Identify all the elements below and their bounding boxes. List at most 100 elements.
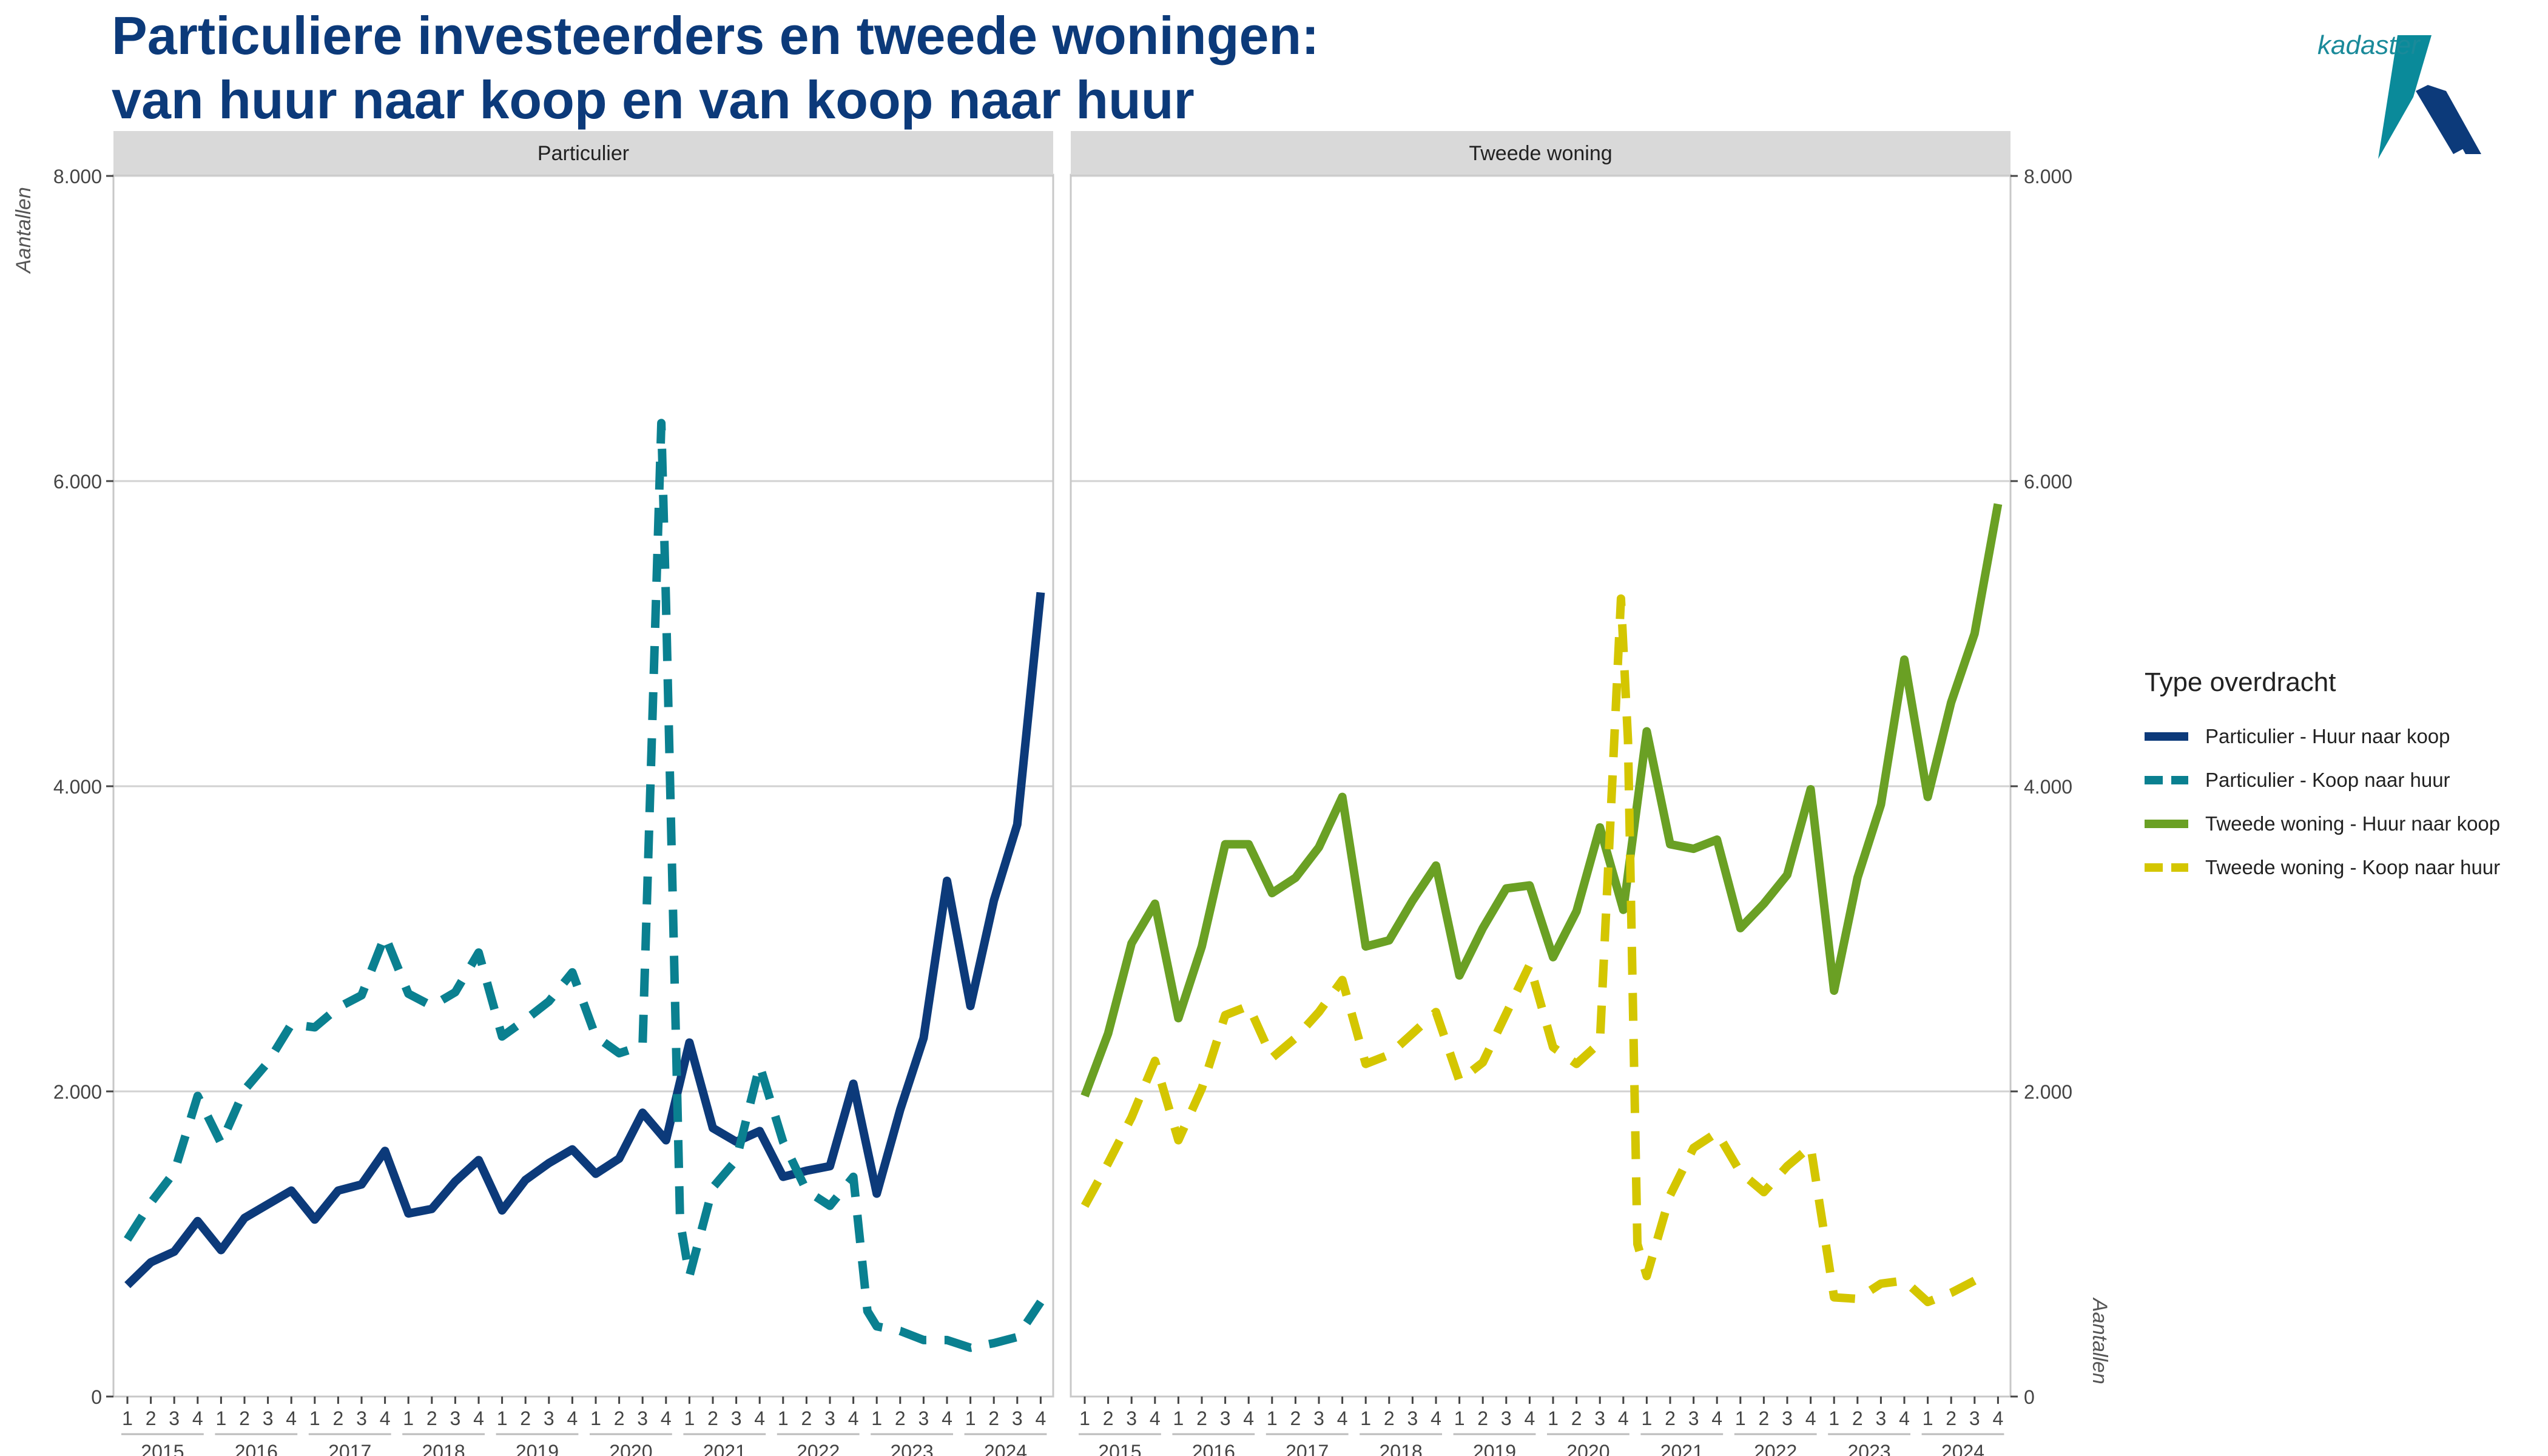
- y-tick-label-left: 2.000: [53, 1081, 102, 1103]
- legend-item: Tweede woning - Koop naar huur: [2145, 846, 2500, 889]
- x-tick-label-quarter: 2: [801, 1407, 812, 1429]
- x-tick-label-quarter: 1: [1642, 1407, 1653, 1429]
- x-tick-label-quarter: 4: [1618, 1407, 1629, 1429]
- x-tick-label-quarter: 3: [263, 1407, 274, 1429]
- legend-key-icon: [2145, 863, 2188, 872]
- y-tick-label-right: 8.000: [2024, 166, 2072, 187]
- panel-frames: Particulier Tweede woning: [112, 131, 2012, 1398]
- legend-label: Tweede woning - Koop naar huur: [2205, 856, 2501, 878]
- series-line: [1080, 594, 1977, 1307]
- y-tick-label-left: 4.000: [53, 776, 102, 798]
- x-tick-label-quarter: 2: [333, 1407, 344, 1429]
- x-tick-label-quarter: 4: [473, 1407, 484, 1429]
- x-tick-label-quarter: 4: [1150, 1407, 1161, 1429]
- x-tick-label-quarter: 2: [426, 1407, 437, 1429]
- x-tick-label-year: 2022: [1754, 1441, 1797, 1456]
- panel-strip-label: Tweede woning: [1469, 142, 1612, 165]
- legend: Type overdracht Particulier - Huur naar …: [2145, 667, 2500, 889]
- x-tick-label-quarter: 3: [731, 1407, 742, 1429]
- x-tick-label-quarter: 3: [1876, 1407, 1887, 1429]
- x-tick-label-quarter: 3: [356, 1407, 367, 1429]
- x-tick-label-quarter: 2: [1384, 1407, 1395, 1429]
- x-tick-label-quarter: 1: [1173, 1407, 1184, 1429]
- y-tick-label-right: 2.000: [2024, 1081, 2072, 1103]
- x-tick-label-quarter: 2: [1946, 1407, 1956, 1429]
- x-tick-label-quarter: 4: [1899, 1407, 1910, 1429]
- x-tick-label-year: 2020: [609, 1441, 652, 1456]
- x-tick-label-quarter: 3: [1126, 1407, 1137, 1429]
- panel-strip: [1071, 131, 2010, 175]
- x-tick-label-quarter: 1: [1548, 1407, 1559, 1429]
- x-tick-label-quarter: 1: [1454, 1407, 1465, 1429]
- x-tick-label-quarter: 4: [754, 1407, 765, 1429]
- y-axis-title-right: Aantallen: [2088, 1297, 2111, 1384]
- x-tick-label-quarter: 3: [1313, 1407, 1324, 1429]
- x-tick-label-quarter: 1: [122, 1407, 133, 1429]
- x-tick-label-quarter: 3: [824, 1407, 835, 1429]
- legend-key-icon: [2145, 820, 2188, 828]
- x-tick-label-quarter: 1: [1079, 1407, 1090, 1429]
- x-tick-label-year: 2023: [1848, 1441, 1891, 1456]
- x-tick-label-quarter: 2: [614, 1407, 625, 1429]
- x-tick-label-quarter: 3: [1688, 1407, 1699, 1429]
- x-tick-label-year: 2019: [516, 1441, 559, 1456]
- x-tick-label-quarter: 1: [590, 1407, 601, 1429]
- y-tick-label-right: 0: [2024, 1386, 2035, 1408]
- x-tick-label-quarter: 1: [684, 1407, 695, 1429]
- x-tick-label-quarter: 3: [1501, 1407, 1512, 1429]
- x-tick-label-quarter: 4: [848, 1407, 859, 1429]
- x-tick-label-quarter: 2: [707, 1407, 718, 1429]
- x-tick-label-quarter: 4: [661, 1407, 672, 1429]
- x-tick-label-quarter: 3: [1220, 1407, 1231, 1429]
- x-tick-label-year: 2024: [1941, 1441, 1984, 1456]
- y-tick-label-left: 8.000: [53, 166, 102, 187]
- x-tick-label-year: 2015: [141, 1441, 184, 1456]
- x-tick-label-quarter: 2: [1103, 1407, 1114, 1429]
- legend-item: Particulier - Koop naar huur: [2145, 758, 2500, 802]
- y-tick-label-left: 0: [91, 1386, 102, 1408]
- x-tick-label-quarter: 2: [520, 1407, 531, 1429]
- x-tick-label-quarter: 3: [169, 1407, 180, 1429]
- legend-key-icon: [2145, 776, 2188, 784]
- legend-label: Particulier - Koop naar huur: [2205, 769, 2450, 791]
- x-tick-label-quarter: 2: [895, 1407, 906, 1429]
- logo-mark-icon: [2378, 35, 2481, 159]
- x-tick-label-quarter: 3: [1782, 1407, 1793, 1429]
- x-tick-label-quarter: 4: [942, 1407, 952, 1429]
- x-tick-label-quarter: 4: [1431, 1407, 1441, 1429]
- x-tick-label-year: 2018: [1380, 1441, 1423, 1456]
- legend-label: Tweede woning - Huur naar koop: [2205, 812, 2501, 835]
- x-tick-label-quarter: 3: [450, 1407, 461, 1429]
- x-tick-label-year: 2016: [1192, 1441, 1235, 1456]
- x-tick-label-year: 2016: [235, 1441, 278, 1456]
- y-tick-label-right: 6.000: [2024, 471, 2072, 493]
- x-tick-label-quarter: 1: [1828, 1407, 1839, 1429]
- x-tick-label-year: 2019: [1473, 1441, 1516, 1456]
- x-tick-label-quarter: 3: [1407, 1407, 1418, 1429]
- x-tick-label-year: 2017: [328, 1441, 371, 1456]
- logo-text: kadaster: [2317, 30, 2420, 60]
- x-tick-label-quarter: 2: [1852, 1407, 1863, 1429]
- x-tick-label-quarter: 3: [918, 1407, 929, 1429]
- x-tick-label-quarter: 3: [637, 1407, 648, 1429]
- x-tick-label-quarter: 3: [1969, 1407, 1980, 1429]
- x-tick-label-year: 2022: [797, 1441, 840, 1456]
- x-tick-label-quarter: 2: [1759, 1407, 1770, 1429]
- chart-title: Particuliere investeerders en tweede won…: [112, 4, 1319, 132]
- x-tick-label-quarter: 4: [1805, 1407, 1816, 1429]
- x-tick-label-quarter: 1: [216, 1407, 227, 1429]
- legend-title: Type overdracht: [2145, 667, 2336, 697]
- series-layer: [124, 419, 2003, 1352]
- chart-title-line-2: van huur naar koop en van koop naar huur: [112, 70, 1195, 130]
- x-tick-label-quarter: 1: [1267, 1407, 1278, 1429]
- x-tick-label-quarter: 2: [1571, 1407, 1582, 1429]
- x-tick-label-quarter: 1: [778, 1407, 789, 1429]
- x-tick-label-quarter: 2: [1196, 1407, 1207, 1429]
- kadaster-logo: kadaster: [2317, 24, 2536, 194]
- panel-strip: [113, 131, 1053, 175]
- x-tick-label-quarter: 3: [1012, 1407, 1023, 1429]
- x-tick-label-quarter: 3: [1594, 1407, 1605, 1429]
- x-tick-label-quarter: 4: [1337, 1407, 1348, 1429]
- x-tick-label-quarter: 1: [871, 1407, 882, 1429]
